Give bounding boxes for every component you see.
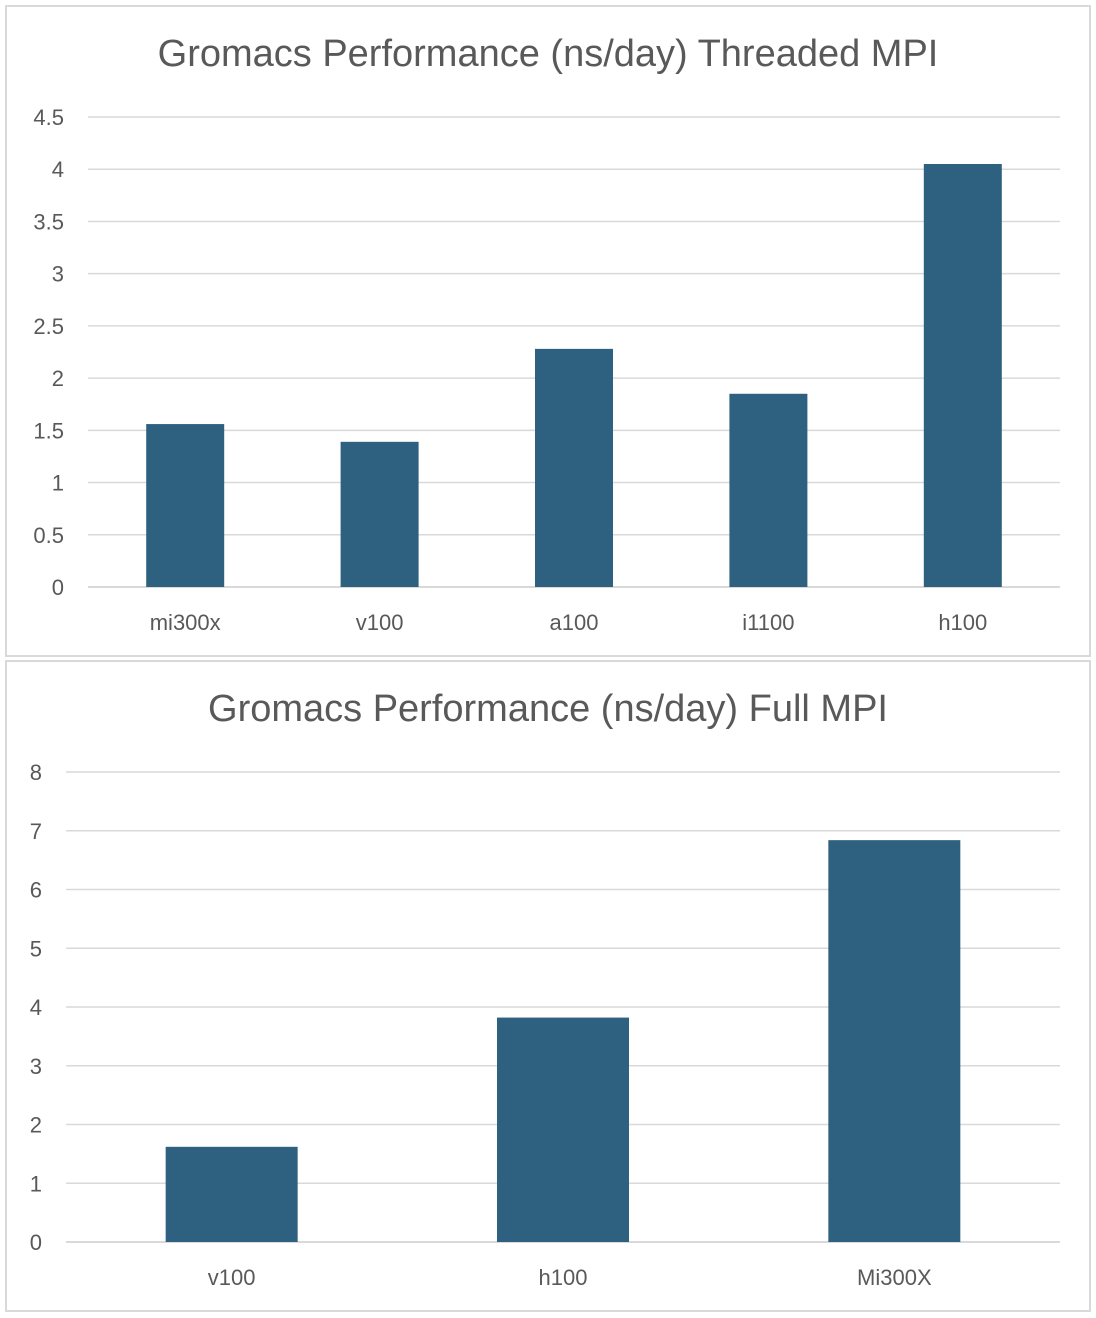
x-tick-label: Mi300X	[857, 1265, 932, 1290]
y-tick-label: 4	[30, 995, 42, 1020]
y-tick-label: 0	[52, 575, 64, 600]
bar-i1100	[729, 393, 808, 587]
y-tick-label: 8	[30, 760, 42, 785]
x-tick-label: i1100	[742, 610, 794, 635]
y-tick-label: 3	[30, 1054, 42, 1079]
y-tick-label: 4	[52, 157, 64, 182]
bar-chart-threaded-mpi: 0 0.5 1 1.5 2 2.5 3 3.5 4 4.5 mi300x v100 a100 i1100 h…	[33, 105, 1060, 635]
bar-chart-full-mpi: 0 1 2 3 4 5 6 7 8 v100 h100 Mi300X	[30, 760, 1060, 1290]
x-tick-label: h100	[938, 610, 987, 635]
chart-title: Gromacs Performance (ns/day) Full MPI	[208, 688, 888, 730]
x-tick-label: v100	[356, 610, 404, 635]
x-tick-label: mi300x	[150, 610, 221, 635]
y-tick-label: 6	[30, 878, 42, 903]
y-tick-label: 4.5	[33, 105, 64, 130]
y-tick-label: 3	[52, 262, 64, 287]
bar-h100	[497, 1017, 629, 1242]
y-tick-label: 3.5	[33, 209, 64, 234]
y-tick-label: 2.5	[33, 314, 64, 339]
bar-mi300x	[146, 424, 225, 587]
bar-mi300x	[828, 840, 961, 1242]
bar-v100	[165, 1146, 298, 1242]
y-tick-label: 0.5	[33, 523, 64, 548]
x-tick-label: v100	[208, 1265, 256, 1290]
y-tick-label: 5	[30, 936, 42, 961]
chart-title: Gromacs Performance (ns/day) Threaded MP…	[157, 33, 939, 75]
y-tick-label: 7	[30, 819, 42, 844]
bar-a100	[535, 348, 613, 587]
chart-panel-threaded-mpi: Gromacs Performance (ns/day) Threaded MP…	[5, 5, 1091, 657]
y-tick-label: 1	[52, 471, 64, 496]
y-tick-label: 1.5	[33, 418, 64, 443]
y-tick-label: 2	[30, 1113, 42, 1138]
bar-v100	[340, 441, 419, 587]
x-tick-label: a100	[550, 610, 599, 635]
x-tick-label: h100	[539, 1265, 588, 1290]
y-tick-label: 1	[30, 1171, 42, 1196]
chart-panel-full-mpi: Gromacs Performance (ns/day) Full MPI 0 1…	[5, 660, 1091, 1312]
y-tick-label: 2	[52, 366, 64, 391]
bar-h100	[923, 164, 1002, 587]
y-tick-label: 0	[30, 1230, 42, 1255]
